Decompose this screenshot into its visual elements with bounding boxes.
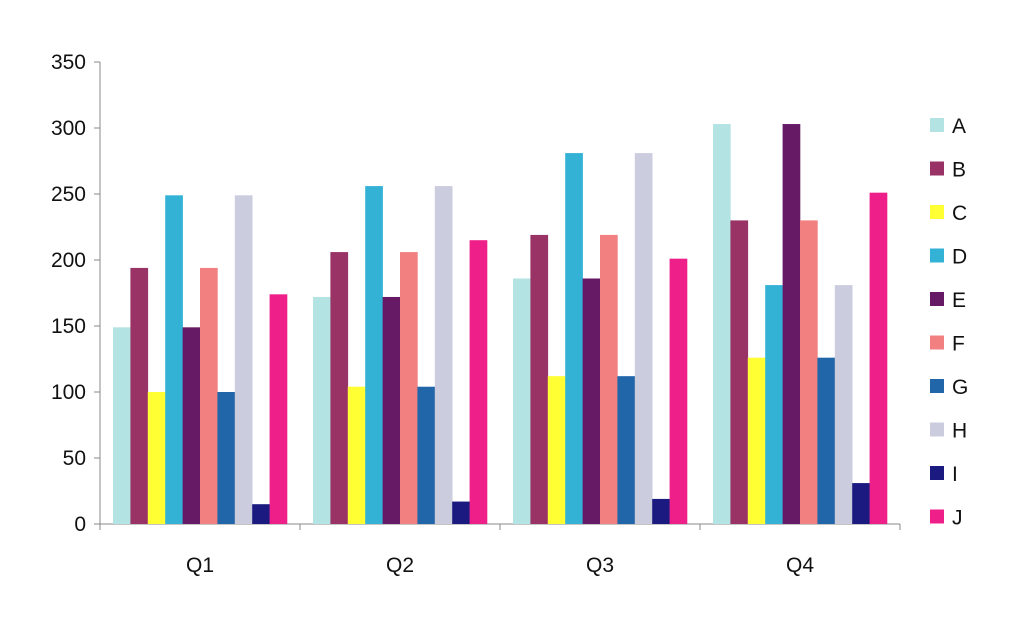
bar-h-q1	[234, 195, 253, 524]
bar-b-q2	[330, 252, 349, 524]
bar-h-q4	[834, 285, 853, 524]
bar-d-q4	[765, 285, 783, 524]
bar-c-q2	[347, 386, 366, 524]
legend-swatch-g	[930, 379, 944, 393]
bar-b-q4	[730, 220, 749, 524]
y-tick-label: 100	[51, 381, 86, 404]
legend-label-h: H	[952, 420, 967, 443]
bar-j-q2	[469, 240, 488, 524]
legend-label-f: F	[952, 333, 965, 356]
bar-f-q4	[800, 220, 818, 524]
bar-i-q1	[252, 504, 270, 524]
y-axis: 0 50 100 150 200 250 300 350	[51, 51, 101, 536]
legend-swatch-i	[930, 466, 944, 480]
bar-f-q3	[600, 234, 618, 525]
bar-a-q2	[313, 296, 331, 524]
bar-j-q4	[869, 192, 888, 524]
bar-i-q4	[852, 483, 870, 524]
bar-e-q3	[582, 278, 601, 524]
bar-a-q1	[113, 327, 131, 524]
legend-swatch-a	[930, 118, 944, 132]
bar-g-q4	[817, 357, 836, 524]
y-tick-label: 250	[51, 183, 86, 206]
y-tick-label: 200	[51, 249, 86, 272]
bar-d-q2	[365, 186, 383, 524]
bar-h-q3	[634, 153, 653, 524]
y-tick-label: 300	[51, 117, 86, 140]
x-tick-label-q2: Q2	[386, 554, 414, 577]
x-axis: Q1 Q2 Q3 Q4	[99, 523, 901, 577]
legend-label-i: I	[952, 463, 958, 486]
bar-a-q4	[713, 124, 731, 524]
bar-j-q1	[269, 294, 288, 524]
y-tick-label: 350	[51, 51, 86, 74]
bar-a-q3	[513, 278, 531, 524]
x-tick-label-q3: Q3	[586, 554, 614, 577]
bar-e-q2	[382, 296, 401, 524]
bar-i-q3	[652, 498, 670, 524]
y-tick-label: 50	[63, 447, 86, 470]
bar-d-q1	[165, 195, 183, 524]
legend-label-g: G	[952, 376, 968, 399]
bar-g-q3	[617, 376, 636, 524]
bar-d-q3	[565, 153, 583, 524]
bar-c-q1	[147, 392, 166, 524]
legend-swatch-h	[930, 422, 944, 437]
bar-f-q2	[400, 252, 418, 524]
legend-label-d: D	[952, 246, 967, 269]
bar-e-q4	[782, 124, 801, 524]
y-tick-label: 150	[51, 315, 86, 338]
legend-swatch-f	[930, 335, 944, 350]
y-tick-label: 0	[74, 513, 86, 536]
bar-c-q4	[747, 357, 766, 524]
legend-label-a: A	[952, 115, 966, 138]
x-tick-label-q1: Q1	[186, 554, 214, 577]
legend-label-e: E	[952, 289, 966, 312]
legend-label-c: C	[952, 202, 967, 225]
bar-b-q1	[130, 267, 149, 524]
bar-e-q1	[182, 327, 201, 524]
legend-swatch-b	[930, 161, 944, 176]
bar-g-q1	[217, 392, 236, 524]
bar-f-q1	[200, 267, 218, 524]
legend-swatch-e	[930, 292, 944, 306]
bar-h-q2	[434, 186, 453, 524]
legend-swatch-j	[930, 509, 944, 524]
bar-g-q2	[417, 386, 436, 524]
x-tick-label-q4: Q4	[786, 554, 814, 577]
bars	[113, 124, 888, 525]
legend-label-b: B	[952, 159, 966, 182]
bar-i-q2	[452, 501, 470, 524]
bar-j-q3	[669, 258, 688, 524]
bar-b-q3	[530, 234, 549, 525]
legend-swatch-d	[930, 248, 944, 263]
bar-c-q3	[547, 376, 566, 524]
legend-swatch-c	[930, 205, 944, 219]
legend-label-j: J	[952, 507, 963, 530]
